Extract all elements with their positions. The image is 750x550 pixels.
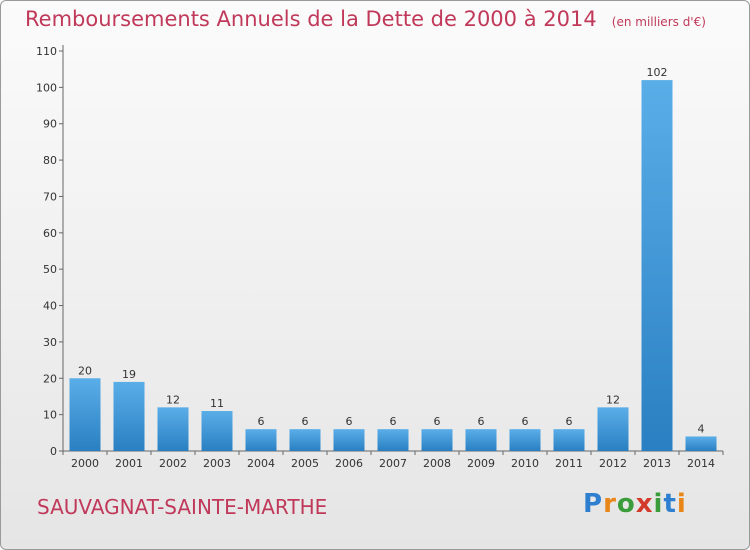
bar bbox=[245, 429, 277, 451]
bar-value-label: 6 bbox=[478, 415, 485, 428]
x-tick-label: 2013 bbox=[643, 457, 671, 470]
bar-value-label: 19 bbox=[122, 368, 136, 381]
bar-value-label: 6 bbox=[434, 415, 441, 428]
y-tick-label: 10 bbox=[43, 409, 57, 422]
bar bbox=[333, 429, 365, 451]
bars bbox=[69, 80, 717, 451]
chart-title: Remboursements Annuels de la Dette de 20… bbox=[25, 7, 597, 31]
x-tick-label: 2011 bbox=[555, 457, 583, 470]
bar-value-label: 12 bbox=[166, 393, 180, 406]
bar-value-label: 6 bbox=[258, 415, 265, 428]
title-row: Remboursements Annuels de la Dette de 20… bbox=[25, 7, 706, 31]
x-tick-label: 2010 bbox=[511, 457, 539, 470]
bar-value-label: 6 bbox=[566, 415, 573, 428]
proxiti-logo[interactable]: Proxiti bbox=[583, 489, 687, 519]
bar bbox=[553, 429, 585, 451]
commune-name: SAUVAGNAT-SAINTE-MARTHE bbox=[37, 495, 328, 519]
x-tick-label: 2005 bbox=[291, 457, 319, 470]
bar bbox=[685, 436, 717, 451]
bar-value-label: 102 bbox=[647, 66, 668, 79]
bar bbox=[157, 407, 189, 451]
bar-value-label: 6 bbox=[390, 415, 397, 428]
labels: 20 2000 19 2001 12 2002 11 2003 6 2004 6 2005 6 2006 6… bbox=[71, 66, 715, 470]
x-tick-label: 2000 bbox=[71, 457, 99, 470]
y-tick-label: 30 bbox=[43, 336, 57, 349]
bar-value-label: 6 bbox=[302, 415, 309, 428]
bar-chart: 0 10 20 30 40 50 60 70 80 90 100 110 20 2000 19 2001 12… bbox=[36, 45, 724, 470]
bar-value-label: 4 bbox=[698, 422, 705, 435]
y-tick-label: 80 bbox=[43, 154, 57, 167]
y-tick-label: 100 bbox=[36, 81, 57, 94]
x-tick-label: 2007 bbox=[379, 457, 407, 470]
bar bbox=[377, 429, 409, 451]
bar-value-label: 6 bbox=[346, 415, 353, 428]
x-tick-label: 2003 bbox=[203, 457, 231, 470]
y-tick-label: 60 bbox=[43, 227, 57, 240]
bar-value-label: 6 bbox=[522, 415, 529, 428]
x-tick-label: 2008 bbox=[423, 457, 451, 470]
bar-value-label: 12 bbox=[606, 393, 620, 406]
bar bbox=[641, 80, 673, 451]
x-tick-label: 2002 bbox=[159, 457, 187, 470]
y-tick-label: 110 bbox=[36, 45, 57, 58]
x-tick-label: 2006 bbox=[335, 457, 363, 470]
x-tick-label: 2012 bbox=[599, 457, 627, 470]
y-tick-label: 70 bbox=[43, 190, 57, 203]
y-tick-label: 20 bbox=[43, 372, 57, 385]
bar bbox=[597, 407, 629, 451]
y-tick-label: 0 bbox=[50, 445, 57, 458]
bar bbox=[421, 429, 453, 451]
bar bbox=[113, 381, 145, 451]
x-tick-label: 2004 bbox=[247, 457, 275, 470]
bar bbox=[69, 378, 101, 451]
bar bbox=[509, 429, 541, 451]
y-tick-label: 50 bbox=[43, 263, 57, 276]
bar-value-label: 20 bbox=[78, 364, 92, 377]
bar bbox=[289, 429, 321, 451]
bar-value-label: 11 bbox=[210, 397, 224, 410]
chart-unit: (en milliers d'€) bbox=[611, 15, 706, 29]
bar bbox=[201, 411, 233, 451]
y-tick-label: 90 bbox=[43, 118, 57, 131]
bar bbox=[465, 429, 497, 451]
x-tick-label: 2014 bbox=[687, 457, 715, 470]
y-tick-label: 40 bbox=[43, 300, 57, 313]
x-tick-label: 2009 bbox=[467, 457, 495, 470]
x-tick-label: 2001 bbox=[115, 457, 143, 470]
